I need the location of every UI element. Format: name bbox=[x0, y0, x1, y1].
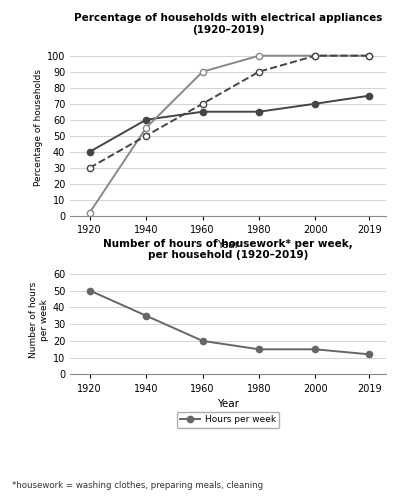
Y-axis label: Percentage of households: Percentage of households bbox=[34, 69, 42, 186]
X-axis label: Year: Year bbox=[217, 399, 239, 409]
Legend: Hours per week: Hours per week bbox=[177, 412, 279, 428]
Title: Percentage of households with electrical appliances
(1920–2019): Percentage of households with electrical… bbox=[74, 13, 382, 35]
Text: *housework = washing clothes, preparing meals, cleaning: *housework = washing clothes, preparing … bbox=[12, 481, 263, 490]
Y-axis label: Number of hours
per week: Number of hours per week bbox=[29, 282, 48, 358]
X-axis label: Year: Year bbox=[217, 241, 239, 250]
Legend: Washing machine, Refrigerator, Vacuum cleaner: Washing machine, Refrigerator, Vacuum cl… bbox=[78, 270, 378, 286]
Title: Number of hours of housework* per week,
per household (1920–2019): Number of hours of housework* per week, … bbox=[103, 239, 353, 260]
